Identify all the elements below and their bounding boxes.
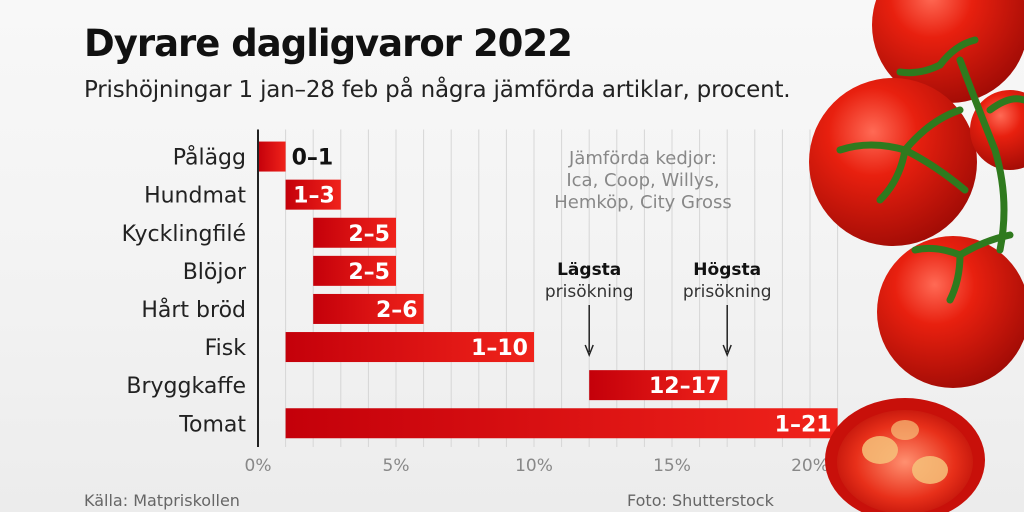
- bar: [589, 370, 728, 401]
- lowest-increase-note-bold: Lägsta: [557, 260, 621, 280]
- arrow-head-icon: [584, 344, 594, 358]
- source-credit: Källa: Matpriskollen: [84, 491, 240, 510]
- highest-increase-note: prisökning: [683, 282, 772, 302]
- bar: [313, 217, 396, 248]
- lowest-increase-note: prisökning: [545, 282, 634, 302]
- page-title: Dyrare dagligvaror 2022: [84, 22, 573, 65]
- category-label: Blöjor: [183, 260, 247, 285]
- category-label: Hundmat: [144, 184, 246, 209]
- x-tick-label: 15%: [653, 456, 691, 476]
- category-label: Hårt bröd: [141, 297, 246, 323]
- x-tick-label: 20%: [791, 456, 829, 476]
- x-tick-label: 0%: [245, 456, 272, 476]
- bar: [285, 179, 341, 210]
- bar: [313, 255, 396, 286]
- bar: [313, 293, 424, 324]
- chains-note: Hemköp, City Gross: [554, 192, 732, 213]
- category-label: Pålägg: [173, 145, 246, 171]
- chains-note: Jämförda kedjor:: [568, 148, 717, 169]
- category-label: Bryggkaffe: [126, 374, 246, 399]
- category-label: Tomat: [178, 412, 246, 437]
- category-label: Kycklingfilé: [122, 222, 246, 247]
- chains-note: Ica, Coop, Willys,: [566, 170, 719, 191]
- arrow-head-icon: [722, 344, 732, 358]
- page-subtitle: Prishöjningar 1 jan–28 feb på några jämf…: [84, 77, 791, 103]
- highest-increase-note-bold: Högsta: [693, 260, 761, 280]
- category-label: Fisk: [205, 336, 247, 361]
- data-label: 2–5: [348, 222, 390, 247]
- bar: [285, 332, 534, 363]
- data-label: 2–5: [348, 260, 390, 285]
- bar: [258, 141, 286, 172]
- photo-credit: Foto: Shutterstock: [627, 491, 774, 510]
- bar: [285, 408, 838, 439]
- x-tick-label: 10%: [515, 456, 553, 476]
- data-label: 1–10: [471, 336, 528, 361]
- data-label: 1–3: [293, 184, 335, 209]
- data-label: 0–1: [292, 146, 334, 171]
- data-label: 2–6: [376, 298, 418, 323]
- data-label: 12–17: [649, 374, 721, 399]
- data-label: 1–21: [775, 412, 832, 437]
- x-tick-label: 5%: [383, 456, 410, 476]
